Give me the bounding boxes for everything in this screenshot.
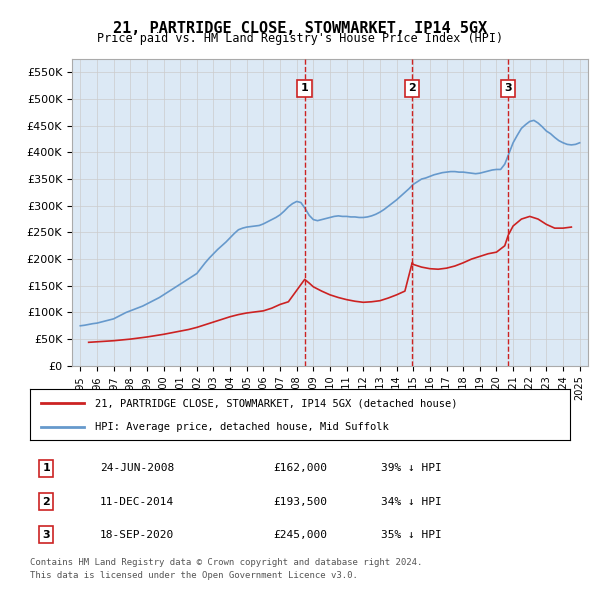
Text: 11-DEC-2014: 11-DEC-2014: [100, 497, 175, 507]
Text: HPI: Average price, detached house, Mid Suffolk: HPI: Average price, detached house, Mid …: [95, 422, 389, 432]
Text: 2: 2: [409, 83, 416, 93]
Text: £193,500: £193,500: [273, 497, 327, 507]
Text: 24-JUN-2008: 24-JUN-2008: [100, 464, 175, 473]
Text: 3: 3: [505, 83, 512, 93]
Text: 21, PARTRIDGE CLOSE, STOWMARKET, IP14 5GX (detached house): 21, PARTRIDGE CLOSE, STOWMARKET, IP14 5G…: [95, 398, 457, 408]
Text: 34% ↓ HPI: 34% ↓ HPI: [381, 497, 442, 507]
Text: 35% ↓ HPI: 35% ↓ HPI: [381, 530, 442, 540]
Text: 18-SEP-2020: 18-SEP-2020: [100, 530, 175, 540]
Text: This data is licensed under the Open Government Licence v3.0.: This data is licensed under the Open Gov…: [30, 571, 358, 580]
Text: Contains HM Land Registry data © Crown copyright and database right 2024.: Contains HM Land Registry data © Crown c…: [30, 558, 422, 566]
Text: 39% ↓ HPI: 39% ↓ HPI: [381, 464, 442, 473]
Text: £162,000: £162,000: [273, 464, 327, 473]
Text: 1: 1: [301, 83, 308, 93]
Text: 21, PARTRIDGE CLOSE, STOWMARKET, IP14 5GX: 21, PARTRIDGE CLOSE, STOWMARKET, IP14 5G…: [113, 21, 487, 35]
Text: 3: 3: [43, 530, 50, 540]
Text: Price paid vs. HM Land Registry's House Price Index (HPI): Price paid vs. HM Land Registry's House …: [97, 32, 503, 45]
Text: £245,000: £245,000: [273, 530, 327, 540]
Text: 1: 1: [43, 464, 50, 473]
Text: 2: 2: [43, 497, 50, 507]
